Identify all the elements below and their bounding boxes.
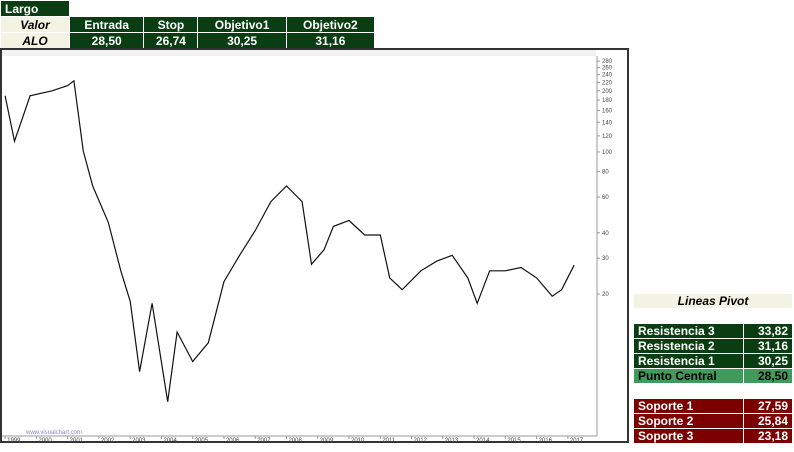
y-tick-label: 160 [602, 108, 613, 114]
y-tick-label: 140 [602, 120, 613, 126]
y-tick-label: 120 [602, 134, 613, 140]
y-tick-label: 180 [602, 98, 613, 104]
pivot-label: Punto Central [632, 368, 745, 384]
pivot-value: 33,82 [743, 323, 793, 339]
x-tick-label: 2006 [226, 438, 240, 444]
pivot-value: 25,84 [743, 413, 793, 429]
x-tick-label: 2012 [414, 438, 428, 444]
x-tick-label: 2009 [320, 438, 334, 444]
x-tick-label: 2016 [539, 438, 553, 444]
pivot-title: Lineas Pivot [633, 293, 793, 309]
y-tick-label: 80 [602, 170, 609, 176]
pivot-label: Resistencia 3 [632, 323, 745, 339]
x-tick-label: 2015 [507, 438, 521, 444]
header-cell: Objetivo2 [285, 16, 376, 33]
pivot-value: 23,18 [743, 428, 793, 444]
trade-table: Largo Valor Entrada Stop Objetivo1 Objet… [0, 0, 376, 49]
x-tick-label: 2008 [288, 438, 302, 444]
price-line [4, 79, 575, 402]
y-tick-label: 100 [602, 150, 613, 156]
pivot-label: Resistencia 1 [632, 353, 745, 369]
pivot-label: Soporte 2 [632, 413, 745, 429]
x-tick-label: 2011 [382, 438, 396, 444]
cell: 31,16 [285, 32, 376, 49]
cell: 30,25 [197, 32, 287, 49]
y-tick-label: 220 [602, 80, 613, 86]
header-cell: Stop [143, 16, 199, 33]
y-tick-label: 260 [602, 66, 613, 72]
x-tick-label: 2013 [445, 438, 459, 444]
x-tick-label: 2003 [132, 438, 146, 444]
x-tick-label: 2014 [476, 438, 490, 444]
x-tick-label: 2007 [257, 438, 271, 444]
x-tick-label: 1999 [7, 438, 21, 444]
header-cell: Objetivo1 [197, 16, 287, 33]
y-tick-label: 40 [602, 231, 609, 237]
pivot-label: Soporte 1 [632, 398, 745, 414]
x-tick-label: 2001 [70, 438, 84, 444]
table-title: Largo [0, 0, 70, 17]
y-tick-label: 240 [602, 73, 613, 79]
y-tick-label: 60 [602, 195, 609, 201]
y-tick-label: 20 [602, 292, 609, 298]
x-tick-label: 2004 [163, 438, 177, 444]
x-tick-label: 2002 [101, 438, 115, 444]
pivot-value: 28,50 [743, 368, 793, 384]
y-tick-label: 200 [602, 89, 613, 95]
y-tick-label: 30 [602, 256, 609, 262]
chart-frame [0, 48, 629, 443]
cell: ALO [0, 32, 70, 49]
chart-toolbar [2, 50, 596, 56]
header-cell: Entrada [68, 16, 145, 33]
pivot-value: 31,16 [743, 338, 793, 354]
pivot-value: 30,25 [743, 353, 793, 369]
x-tick-label: 2005 [195, 438, 209, 444]
header-cell: Valor [0, 16, 70, 33]
pivot-table: Lineas Pivot Resistencia 3 33,82 Resisten… [632, 293, 793, 444]
x-tick-label: 2017 [570, 438, 584, 444]
source: www.visualchart.com [25, 430, 82, 436]
pivot-value: 27,59 [743, 398, 793, 414]
cell: 28,50 [68, 32, 145, 49]
pivot-label: Soporte 3 [632, 428, 745, 444]
chart: www.visualchart.com 20 30 40 60 80 100 120 140 1… [0, 48, 629, 444]
x-tick-label: 2000 [38, 438, 52, 444]
cell: 26,74 [143, 32, 199, 49]
y-tick-label: 280 [602, 59, 613, 65]
pivot-label: Resistencia 2 [632, 338, 745, 354]
x-tick-label: 2010 [351, 438, 365, 444]
